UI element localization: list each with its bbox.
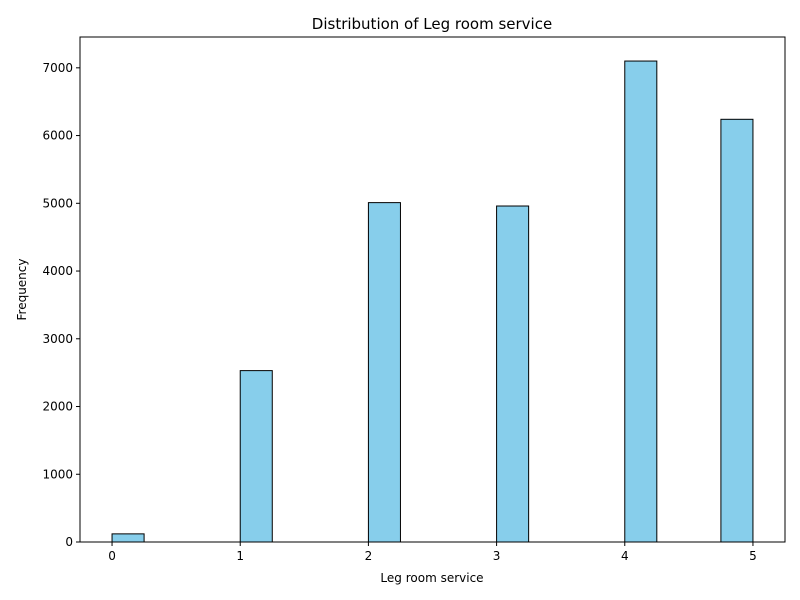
- y-tick-label: 5000: [42, 196, 73, 210]
- x-tick-label: 2: [365, 549, 373, 563]
- x-tick-label: 0: [108, 549, 116, 563]
- x-tick-label: 3: [493, 549, 501, 563]
- x-axis-ticks: 0 1 2 3 4 5: [108, 542, 757, 563]
- bars-group: [111, 60, 754, 543]
- y-tick-label: 1000: [42, 467, 73, 481]
- y-tick-label: 2000: [42, 400, 73, 414]
- y-tick-label: 3000: [42, 332, 73, 346]
- x-tick-label: 1: [236, 549, 244, 563]
- y-tick-label: 0: [65, 535, 73, 549]
- x-axis-label: Leg room service: [380, 571, 483, 585]
- histogram-bar: [624, 60, 658, 543]
- x-tick-label: 5: [749, 549, 757, 563]
- histogram-bar: [496, 205, 530, 543]
- x-tick-label: 4: [621, 549, 629, 563]
- y-axis-label: Frequency: [15, 259, 29, 321]
- histogram-bar: [111, 533, 145, 543]
- y-axis-ticks: 0 1000 2000 3000 4000 5000 6000 7000: [42, 61, 80, 549]
- histogram-bar: [720, 118, 754, 543]
- histogram-bar: [239, 370, 273, 543]
- chart-title: Distribution of Leg room service: [312, 15, 552, 33]
- plot-frame: [79, 36, 786, 543]
- y-tick-label: 4000: [42, 264, 73, 278]
- y-tick-label: 6000: [42, 129, 73, 143]
- y-tick-label: 7000: [42, 61, 73, 75]
- histogram-bar: [367, 202, 401, 543]
